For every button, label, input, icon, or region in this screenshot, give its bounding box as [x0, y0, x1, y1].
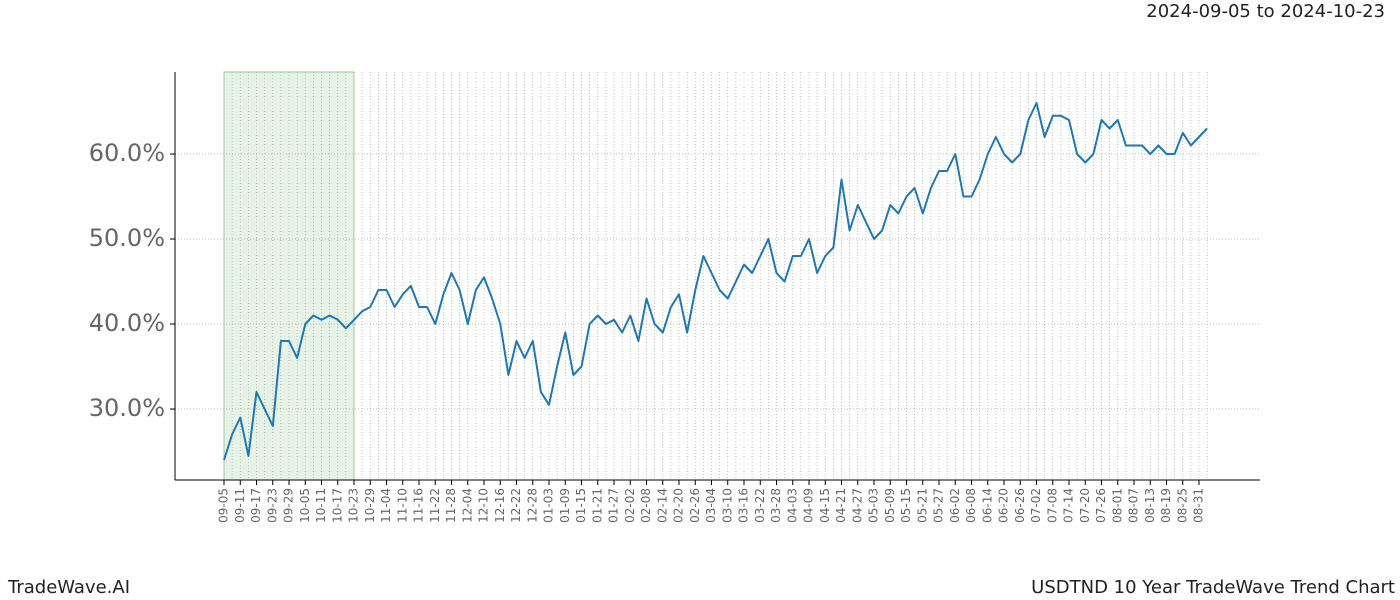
- x-tick-label: 03-10: [720, 488, 734, 523]
- x-tick-label: 07-26: [1094, 488, 1108, 523]
- x-tick-label: 11-16: [412, 488, 426, 523]
- subtitle: 2024-09-05 to 2024-10-23: [1146, 1, 1385, 22]
- x-tick-label: 08-31: [1192, 488, 1206, 523]
- x-tick-label: 03-22: [753, 488, 767, 523]
- y-tick-label: 40.0%: [89, 309, 165, 337]
- x-tick-label: 12-04: [460, 488, 474, 523]
- x-tick-label: 04-03: [785, 488, 799, 523]
- x-tick-label: 09-05: [217, 488, 231, 523]
- x-tick-label: 06-14: [980, 488, 994, 523]
- x-tick-label: 12-10: [477, 488, 491, 523]
- x-tick-label: 04-27: [850, 488, 864, 523]
- y-tick-label: 60.0%: [89, 139, 165, 167]
- x-tick-label: 06-08: [964, 488, 978, 523]
- x-tick-label: 01-09: [558, 488, 572, 523]
- x-tick-label: 08-13: [1143, 488, 1157, 523]
- x-tick-label: 07-14: [1062, 488, 1076, 523]
- x-tick-label: 03-04: [704, 488, 718, 523]
- x-tick-label: 10-11: [314, 488, 328, 523]
- x-tick-label: 06-26: [1013, 488, 1027, 523]
- x-tick-label: 09-29: [282, 488, 296, 523]
- x-tick-label: 01-21: [590, 488, 604, 523]
- x-tick-label: 05-09: [883, 488, 897, 523]
- trend-line: [223, 102, 1208, 461]
- x-tick-label: 05-15: [899, 488, 913, 523]
- x-tick-label: 10-17: [330, 488, 344, 523]
- x-tick-label: 09-23: [265, 488, 279, 523]
- y-tick-label: 50.0%: [89, 224, 165, 252]
- x-tick-label: 08-01: [1110, 488, 1124, 523]
- x-tick-label: 02-14: [655, 488, 669, 523]
- x-tick-label: 02-20: [672, 488, 686, 523]
- footer-left: TradeWave.AI: [7, 577, 130, 598]
- x-tick-label: 04-09: [802, 488, 816, 523]
- x-tick-label: 03-28: [769, 488, 783, 523]
- x-tick-label: 11-22: [428, 488, 442, 523]
- x-tick-label: 11-10: [395, 488, 409, 523]
- x-tick-label: 11-28: [444, 488, 458, 523]
- x-tick-label: 08-25: [1175, 488, 1189, 523]
- x-tick-label: 05-21: [915, 488, 929, 523]
- x-tick-label: 03-16: [737, 488, 751, 523]
- x-tick-label: 07-02: [1029, 488, 1043, 523]
- y-tick-label: 30.0%: [89, 394, 165, 422]
- x-tick-label: 02-08: [639, 488, 653, 523]
- x-tick-label: 10-05: [298, 488, 312, 523]
- x-tick-label: 11-04: [379, 488, 393, 523]
- x-tick-label: 07-20: [1078, 488, 1092, 523]
- x-tick-label: 08-07: [1127, 488, 1141, 523]
- x-tick-label: 01-27: [607, 488, 621, 523]
- x-tick-label: 02-02: [623, 488, 637, 523]
- x-tick-label: 04-15: [818, 488, 832, 523]
- x-tick-label: 05-03: [867, 488, 881, 523]
- x-tick-label: 04-21: [834, 488, 848, 523]
- x-tick-label: 06-02: [948, 488, 962, 523]
- x-tick-label: 01-03: [542, 488, 556, 523]
- x-tick-label: 06-20: [997, 488, 1011, 523]
- x-tick-label: 12-22: [509, 488, 523, 523]
- x-tick-label: 01-15: [574, 488, 588, 523]
- x-tick-label: 10-23: [347, 488, 361, 523]
- footer-right: USDTND 10 Year TradeWave Trend Chart: [1031, 577, 1395, 598]
- x-tick-label: 02-26: [688, 488, 702, 523]
- x-tick-label: 09-17: [249, 488, 263, 523]
- x-tick-label: 05-27: [932, 488, 946, 523]
- x-tick-label: 10-29: [363, 488, 377, 523]
- x-tick-label: 09-11: [233, 488, 247, 523]
- x-tick-label: 07-08: [1045, 488, 1059, 523]
- x-tick-label: 12-16: [493, 488, 507, 523]
- x-tick-label: 08-19: [1159, 488, 1173, 523]
- x-tick-label: 12-28: [525, 488, 539, 523]
